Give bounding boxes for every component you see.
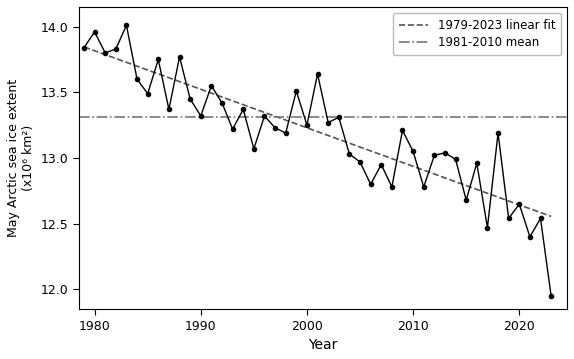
X-axis label: Year: Year [308,338,338,352]
Y-axis label: May Arctic sea ice extent
(x10⁶ km²): May Arctic sea ice extent (x10⁶ km²) [7,79,35,237]
Legend: 1979-2023 linear fit, 1981-2010 mean: 1979-2023 linear fit, 1981-2010 mean [393,13,561,55]
